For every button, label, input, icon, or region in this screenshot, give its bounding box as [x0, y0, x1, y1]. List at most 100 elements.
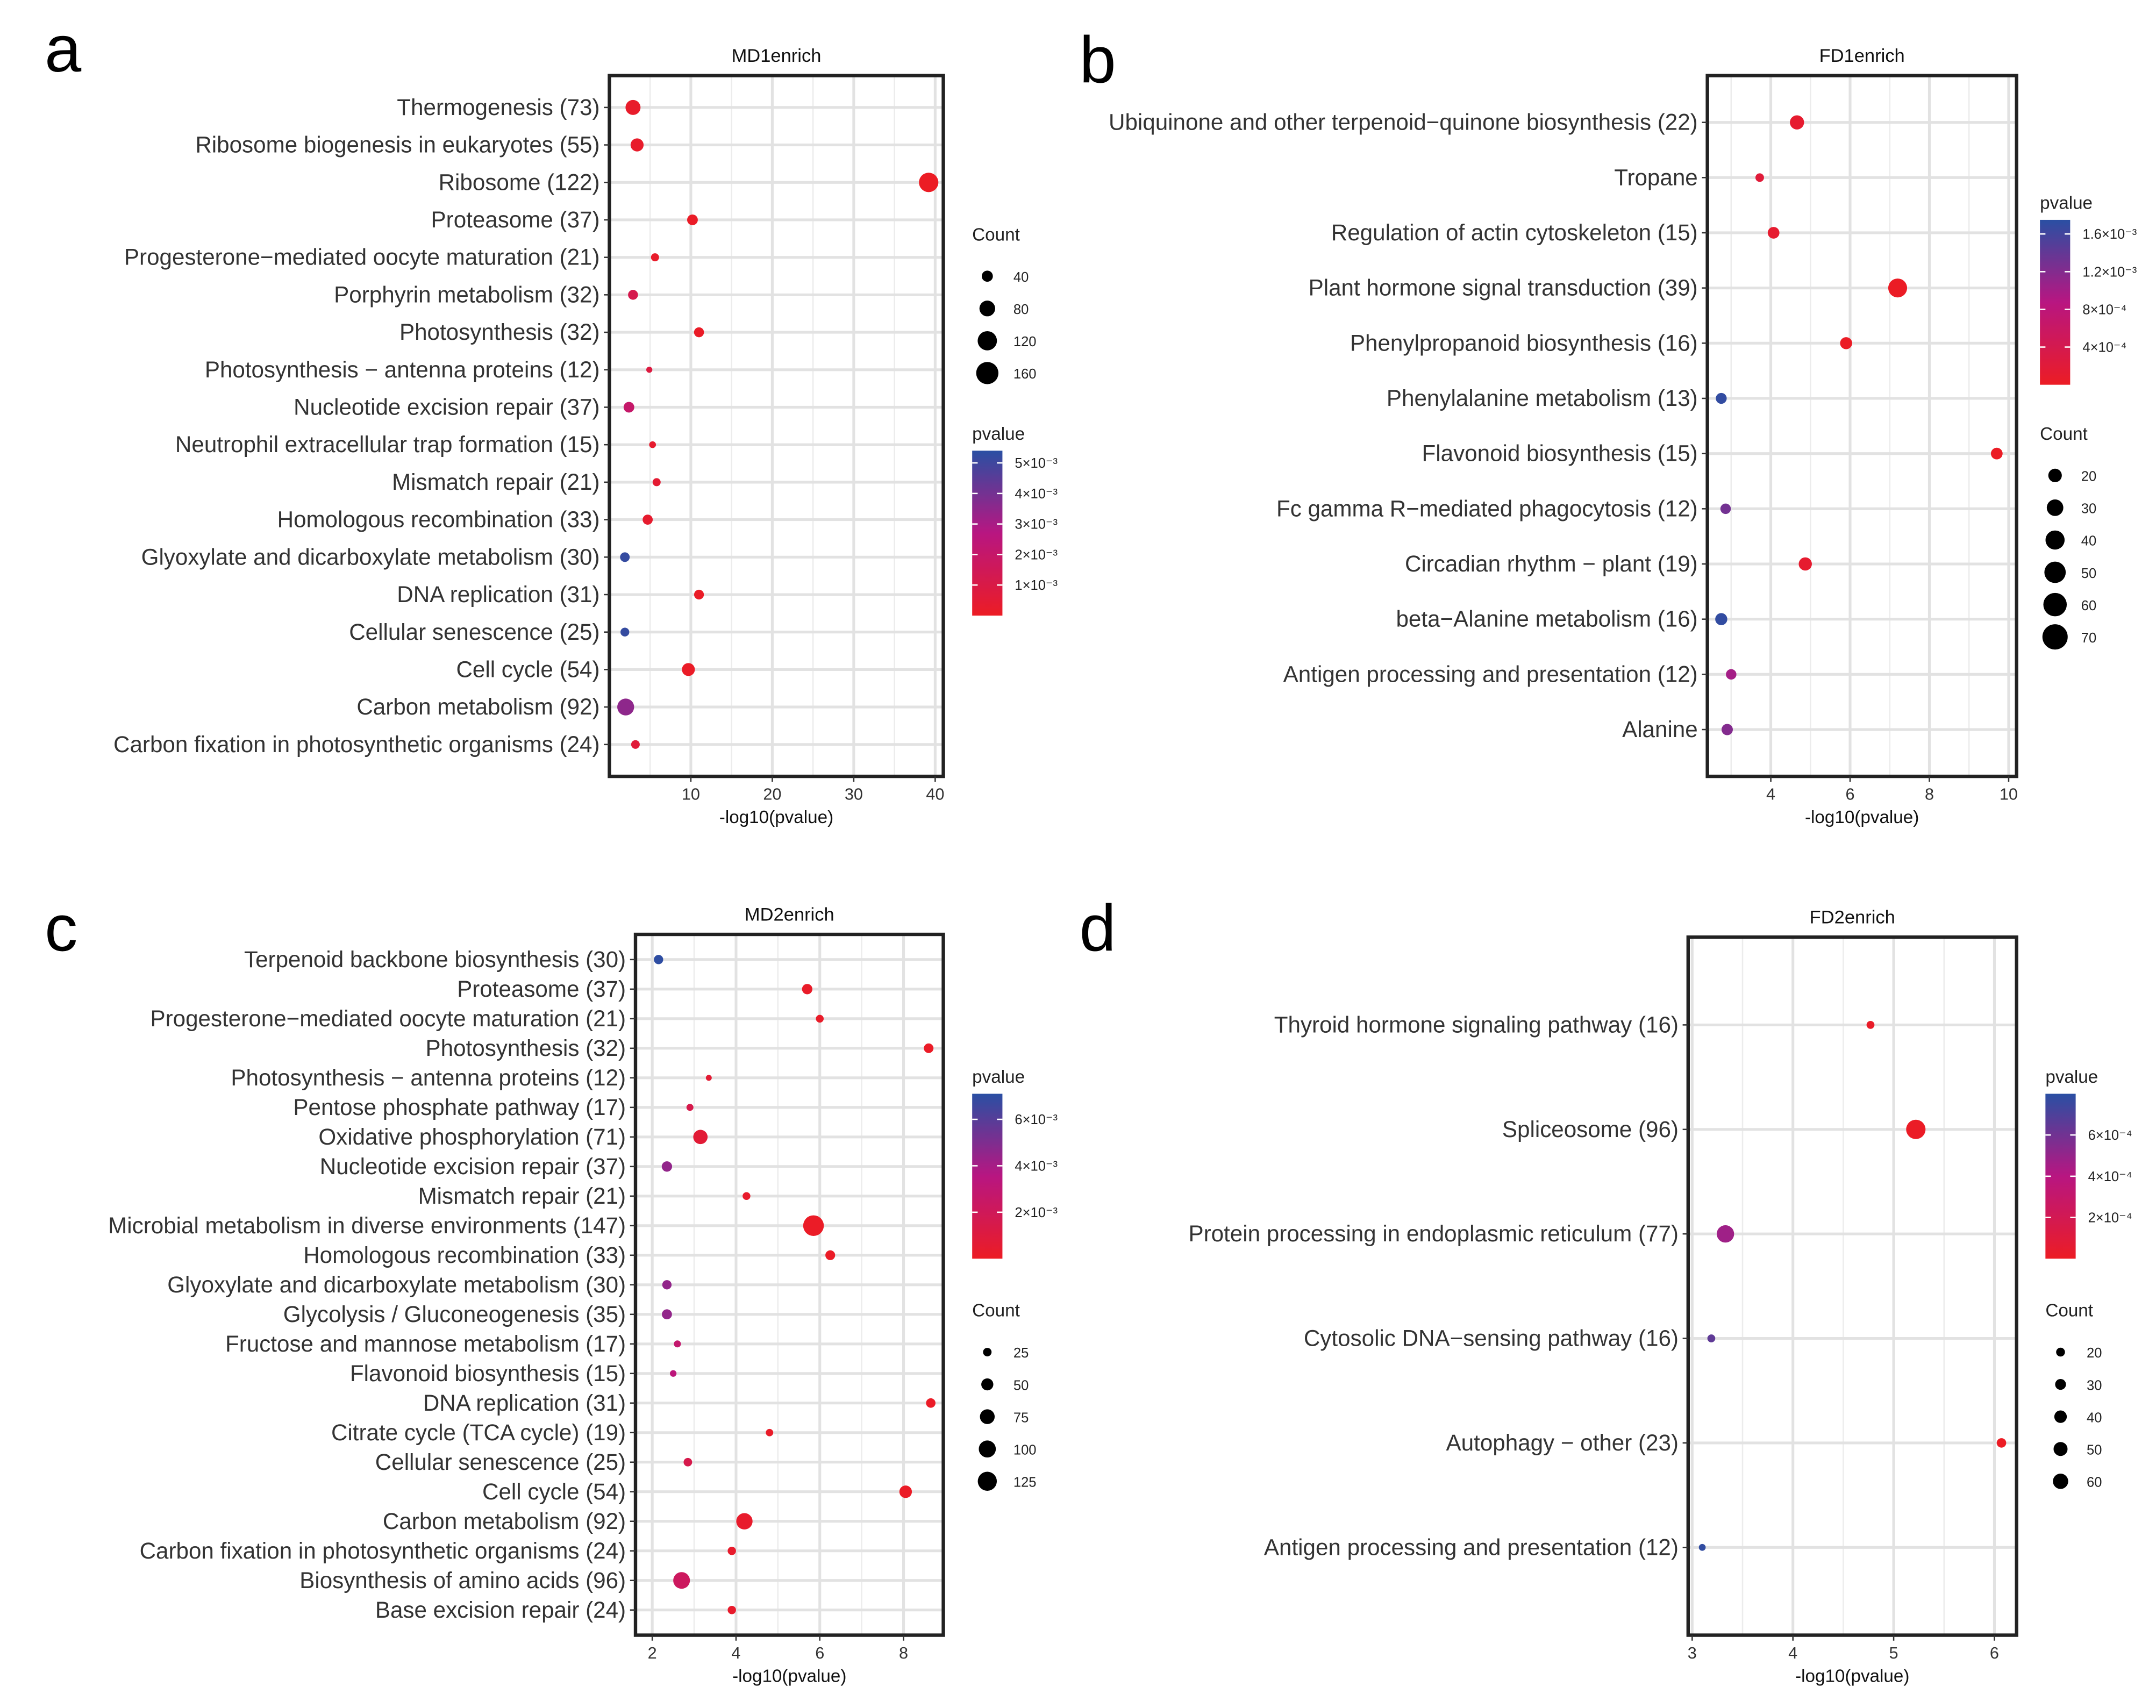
data-point [1798, 557, 1812, 571]
x-tick-label: 6 [815, 1644, 824, 1662]
colorbar-label: 1×10⁻³ [1015, 578, 1058, 593]
term-label: Phenylalanine metabolism (13) [1387, 385, 1698, 411]
term-label: Base excision repair (24) [375, 1597, 626, 1623]
term-label: Flavonoid biosynthesis (15) [1422, 441, 1698, 466]
data-point [694, 589, 704, 600]
size-legend-dot [2046, 499, 2064, 516]
data-point [1906, 1119, 1926, 1139]
data-point [683, 1457, 693, 1467]
size-legend-label: 40 [2087, 1410, 2102, 1425]
data-point [919, 173, 939, 192]
size-legend-label: 40 [1013, 270, 1029, 285]
size-legend-label: 120 [1013, 334, 1037, 349]
term-label: Porphyrin metabolism (32) [334, 282, 599, 307]
size-legend-dot [980, 1409, 995, 1424]
term-label: Proteasome (37) [431, 207, 600, 232]
size-legend-dot [2042, 624, 2068, 650]
size-legend-title: Count [972, 225, 1020, 245]
size-legend-label: 50 [1013, 1378, 1029, 1393]
term-label: Terpenoid backbone biosynthesis (30) [244, 947, 626, 972]
x-tick-label: 40 [926, 785, 944, 804]
size-legend-dot [2054, 1410, 2067, 1423]
colorbar-label: 4×10⁻⁴ [2082, 340, 2126, 355]
size-legend-dot [979, 301, 995, 317]
term-label: Ribosome (122) [439, 169, 600, 195]
data-point [674, 1340, 681, 1348]
term-label: Regulation of actin cytoskeleton (15) [1331, 220, 1698, 245]
colorbar-label: 5×10⁻³ [1015, 456, 1058, 471]
data-point [682, 663, 695, 676]
size-legend-dot [2043, 592, 2067, 617]
x-tick-label: 10 [2000, 785, 2018, 804]
data-point [662, 1280, 672, 1290]
term-label: Ribosome biogenesis in eukaryotes (55) [195, 132, 599, 158]
data-point [652, 478, 661, 487]
term-label: DNA replication (31) [423, 1390, 626, 1416]
data-point [743, 1192, 751, 1200]
colorbar-label: 4×10⁻⁴ [2088, 1169, 2132, 1184]
term-label: Mismatch repair (21) [392, 469, 600, 495]
data-point [1720, 503, 1731, 514]
data-point [1726, 669, 1737, 680]
size-legend-dot [2053, 1442, 2068, 1456]
size-legend-label: 50 [2081, 566, 2096, 581]
term-label: Thyroid hormone signaling pathway (16) [1274, 1012, 1679, 1037]
size-legend-label: 25 [1013, 1346, 1029, 1361]
data-point [802, 984, 813, 995]
size-legend-dot [2055, 1379, 2066, 1390]
term-label: Citrate cycle (TCA cycle) (19) [331, 1420, 626, 1445]
term-label: Nucleotide excision repair (37) [320, 1154, 626, 1179]
data-point [654, 955, 663, 964]
plot-title: FD1enrich [1819, 46, 1905, 66]
term-label: DNA replication (31) [397, 582, 599, 607]
plot-title: MD1enrich [732, 46, 822, 66]
term-label: Glyoxylate and dicarboxylate metabolism … [167, 1272, 626, 1297]
x-tick-label: 8 [899, 1644, 908, 1662]
data-point [649, 441, 656, 448]
x-tick-label: 6 [1990, 1644, 1999, 1662]
size-legend-label: 100 [1013, 1442, 1037, 1457]
size-legend-dot [977, 331, 997, 351]
x-tick-label: 4 [731, 1644, 740, 1662]
size-legend-label: 20 [2087, 1346, 2102, 1361]
term-label: Photosynthesis − antenna proteins (12) [205, 357, 600, 382]
x-axis-label: -log10(pvalue) [1795, 1666, 1909, 1686]
data-point [1888, 278, 1908, 298]
term-label: Phenylpropanoid biosynthesis (16) [1350, 330, 1698, 355]
term-label: Antigen processing and presentation (12) [1264, 1534, 1679, 1560]
term-label: Photosynthesis − antenna proteins (12) [231, 1065, 626, 1090]
color-legend-title: pvalue [972, 424, 1025, 444]
data-point [1866, 1021, 1875, 1029]
term-label: Autophagy − other (23) [1446, 1430, 1679, 1455]
x-tick-label: 6 [1845, 785, 1854, 804]
size-legend-dot [2056, 1347, 2065, 1357]
colorbar-label: 1.2×10⁻³ [2082, 265, 2137, 280]
x-tick-label: 10 [682, 785, 700, 804]
term-label: Mismatch repair (21) [418, 1183, 626, 1209]
term-label: Carbon fixation in photosynthetic organi… [140, 1538, 626, 1563]
term-label: Photosynthesis (32) [426, 1035, 626, 1061]
plot-border [608, 74, 945, 778]
term-label: Oxidative phosphorylation (71) [318, 1124, 626, 1149]
term-label: Microbial metabolism in diverse environm… [108, 1213, 626, 1238]
data-point [1707, 1334, 1716, 1342]
size-legend-label: 30 [2081, 502, 2096, 517]
data-point [1755, 173, 1764, 182]
term-label: Cytosolic DNA−sensing pathway (16) [1304, 1326, 1679, 1351]
x-tick-label: 30 [845, 785, 863, 804]
x-tick-label: 4 [1788, 1644, 1797, 1662]
x-tick-label: 2 [648, 1644, 657, 1662]
data-point [628, 290, 638, 300]
panel-b: b FD1enrich -log10(pvalue) 4 6 8 10 Ubiquinone … [1080, 23, 2137, 827]
plot-title: FD2enrich [1810, 907, 1895, 928]
data-point [1698, 1543, 1706, 1551]
panel-c: c MD2enrich -log10(pvalue) 2 4 6 8 Terpenoid ba… [45, 891, 1058, 1686]
size-legend-label: 80 [1013, 302, 1029, 317]
size-legend-label: 60 [2087, 1475, 2102, 1490]
data-point [686, 1104, 694, 1111]
data-point [694, 327, 704, 338]
colorbar [972, 451, 1003, 616]
data-point [1721, 724, 1733, 735]
data-point [1990, 447, 2003, 460]
